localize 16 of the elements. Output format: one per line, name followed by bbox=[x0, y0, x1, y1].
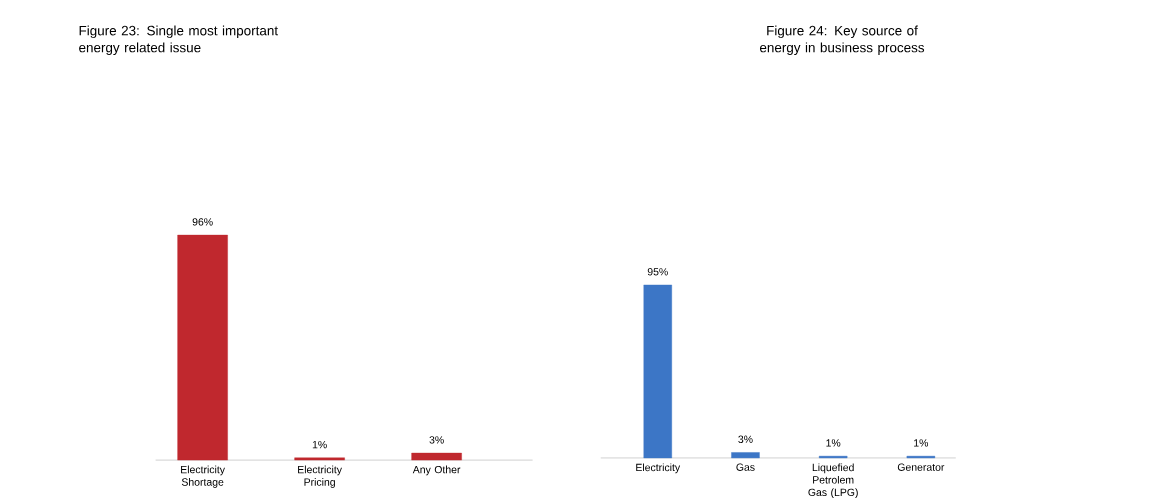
x-tick-label: Electricity bbox=[636, 463, 681, 473]
data-label: 3% bbox=[738, 435, 753, 443]
x-tick-label: Any Other bbox=[412, 465, 461, 476]
data-label: 1% bbox=[914, 439, 929, 447]
x-tick-label: Electricity Shortage bbox=[181, 465, 225, 488]
chart-title: Figure 23: Single most important energy related issue bbox=[79, 25, 278, 55]
x-tick-label: Gas bbox=[736, 463, 755, 471]
x-tick-label: Generator bbox=[897, 463, 945, 471]
data-label: 3% bbox=[429, 435, 444, 444]
x-tick-label: Liquefied Petrolem Gas (LPG) bbox=[808, 463, 858, 498]
chart-title: Figure 24: Key source of energy in business process bbox=[759, 25, 925, 55]
x-tick-label: Electricity Pricing bbox=[298, 465, 342, 488]
data-label: 1% bbox=[312, 440, 327, 449]
data-label: 1% bbox=[826, 439, 841, 447]
data-label: 95% bbox=[647, 267, 668, 276]
data-label: 96% bbox=[192, 217, 213, 226]
